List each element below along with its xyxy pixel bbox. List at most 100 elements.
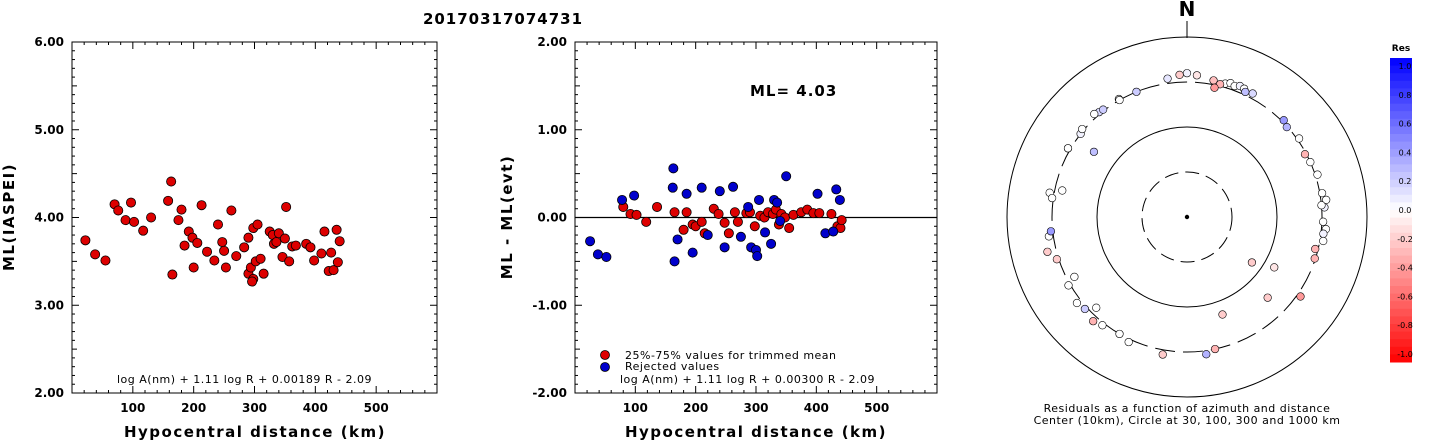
station-point bbox=[1310, 254, 1319, 263]
data-point-series-1 bbox=[728, 181, 739, 192]
station-point bbox=[1058, 186, 1067, 195]
data-point-series-0 bbox=[90, 249, 101, 260]
data-point-series-0 bbox=[217, 237, 228, 248]
data-point-series-1 bbox=[719, 242, 730, 253]
y-tick-label: 5.00 bbox=[34, 123, 64, 137]
station-point bbox=[1263, 293, 1272, 302]
data-point-series-0 bbox=[281, 201, 292, 212]
data-point-series-0 bbox=[713, 208, 724, 219]
residual-colorbar: Res 1.0 0.8 0.6 0.4 0.2 0.0 -0.2 -0.4 -0.6 -0.8 -1… bbox=[1390, 44, 1413, 363]
y-tick-label: 6.00 bbox=[34, 35, 64, 49]
data-point-series-0 bbox=[309, 255, 320, 266]
colorbar-cell bbox=[1390, 293, 1412, 302]
colorbar-cell bbox=[1390, 263, 1412, 272]
data-point-series-0 bbox=[163, 195, 174, 206]
data-point-series-0 bbox=[719, 217, 730, 228]
data-point-series-1 bbox=[760, 227, 771, 238]
data-point-series-0 bbox=[247, 276, 258, 287]
colorbar-cell bbox=[1390, 103, 1412, 112]
colorbar-cell bbox=[1390, 179, 1412, 188]
data-point-series-0 bbox=[328, 265, 339, 276]
colorbar-tick-label: -0.8 bbox=[1397, 321, 1413, 330]
polar-caption-line2: Center (10km), Circle at 30, 100, 300 an… bbox=[1034, 414, 1341, 427]
data-point-series-0 bbox=[146, 212, 157, 223]
ml-x-ticks: 100 200 300 400 500 bbox=[71, 42, 438, 415]
station-point bbox=[1296, 292, 1305, 301]
colorbar-cell bbox=[1390, 111, 1412, 120]
data-point-series-0 bbox=[219, 245, 230, 256]
data-point-series-0 bbox=[220, 262, 231, 273]
station-point bbox=[1282, 123, 1291, 132]
data-point-series-0 bbox=[188, 262, 199, 273]
data-point-series-0 bbox=[100, 255, 111, 266]
station-point bbox=[1158, 350, 1167, 359]
data-point-series-0 bbox=[179, 240, 190, 251]
colorbar-tick-label: 0.4 bbox=[1399, 148, 1412, 157]
y-tick-label: -2.00 bbox=[532, 386, 567, 400]
data-point-series-1 bbox=[702, 230, 713, 241]
data-point-series-0 bbox=[631, 209, 642, 220]
data-point-series-0 bbox=[120, 215, 131, 226]
data-point-series-0 bbox=[196, 200, 207, 211]
station-point bbox=[1092, 303, 1101, 312]
data-point-series-0 bbox=[732, 216, 743, 227]
colorbar-cell bbox=[1390, 248, 1412, 257]
colorbar-tick-label: 1.0 bbox=[1399, 62, 1412, 71]
x-tick-label: 200 bbox=[683, 401, 708, 415]
station-point bbox=[1270, 263, 1279, 272]
ml-formula: log A(nm) + 1.11 log R + 0.00189 R - 2.0… bbox=[117, 373, 372, 386]
data-point-series-0 bbox=[209, 255, 220, 266]
data-point-series-1 bbox=[681, 188, 692, 199]
colorbar-cell bbox=[1390, 156, 1412, 165]
station-point bbox=[1124, 337, 1133, 347]
colorbar-cell bbox=[1390, 73, 1412, 82]
colorbar-cell bbox=[1390, 202, 1412, 211]
data-point-series-0 bbox=[166, 176, 177, 187]
station-point bbox=[1048, 193, 1057, 203]
colorbar-cell bbox=[1390, 270, 1412, 279]
station-point bbox=[1319, 229, 1328, 238]
data-point-series-1 bbox=[775, 216, 786, 227]
ring-100km bbox=[1096, 126, 1278, 308]
data-point-series-1 bbox=[772, 197, 783, 208]
data-point-series-0 bbox=[331, 224, 342, 235]
data-point-series-0 bbox=[202, 246, 213, 257]
station-point bbox=[1247, 258, 1257, 267]
station-point bbox=[1241, 87, 1250, 97]
station-point bbox=[1089, 147, 1099, 156]
colorbar-cell bbox=[1390, 232, 1412, 241]
data-point-series-0 bbox=[167, 269, 178, 280]
colorbar-cell bbox=[1390, 225, 1412, 234]
colorbar-tick-label: 0.0 bbox=[1399, 206, 1412, 215]
data-point-series-0 bbox=[669, 207, 680, 218]
colorbar-tick-label: 0.8 bbox=[1399, 91, 1412, 100]
station-point bbox=[1064, 281, 1073, 290]
data-point-series-0 bbox=[192, 237, 203, 248]
colorbar-cell bbox=[1390, 240, 1412, 249]
data-point-series-0 bbox=[749, 221, 760, 232]
x-tick-label: 300 bbox=[743, 401, 768, 415]
station-point bbox=[1163, 74, 1172, 83]
ml-x-axis-label: Hypocentral distance (km) bbox=[124, 423, 386, 441]
data-point-series-1 bbox=[714, 186, 725, 197]
station-point bbox=[1090, 109, 1099, 119]
colorbar-tick-label: -0.6 bbox=[1397, 292, 1413, 301]
station-point bbox=[1052, 255, 1061, 264]
legend-rejected-label: Rejected values bbox=[625, 360, 720, 373]
x-tick-label: 400 bbox=[303, 401, 328, 415]
data-point-series-0 bbox=[729, 207, 740, 218]
colorbar-cell bbox=[1390, 324, 1412, 333]
colorbar-cell bbox=[1390, 80, 1412, 89]
ring-30km bbox=[1141, 171, 1233, 263]
station-point bbox=[1218, 310, 1227, 319]
station-point bbox=[1078, 124, 1087, 134]
data-point-series-1 bbox=[585, 236, 596, 247]
data-point-series-1 bbox=[592, 249, 603, 260]
station-point bbox=[1182, 69, 1192, 78]
y-tick-label: 1.00 bbox=[537, 123, 567, 137]
data-point-series-0 bbox=[334, 236, 345, 247]
colorbar-cell bbox=[1390, 210, 1412, 219]
station-point bbox=[1319, 217, 1328, 226]
station-point bbox=[1317, 189, 1327, 198]
